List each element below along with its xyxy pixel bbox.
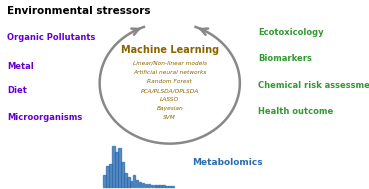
Bar <box>106 166 109 187</box>
Text: Biomarkers: Biomarkers <box>258 54 312 63</box>
Text: LASSO: LASSO <box>160 97 179 102</box>
Text: Diet: Diet <box>7 86 27 95</box>
Bar <box>154 185 156 187</box>
Bar <box>121 162 124 187</box>
Bar <box>112 146 115 187</box>
Bar <box>171 186 174 187</box>
Text: Artificial neural networks: Artificial neural networks <box>133 70 206 75</box>
Text: PCA/PLSDA/OPLSDA: PCA/PLSDA/OPLSDA <box>141 88 199 93</box>
Bar <box>109 164 112 187</box>
Bar <box>133 175 135 187</box>
Text: Metal: Metal <box>7 62 34 71</box>
Text: Health outcome: Health outcome <box>258 107 334 116</box>
Bar <box>145 184 147 187</box>
Bar <box>142 183 144 187</box>
Bar <box>127 177 130 187</box>
Bar <box>136 180 138 187</box>
Bar <box>148 184 150 187</box>
Text: Machine Learning: Machine Learning <box>121 45 219 55</box>
Bar <box>159 185 162 187</box>
Text: Linear/Non-linear models: Linear/Non-linear models <box>133 61 207 66</box>
Bar <box>118 148 121 187</box>
Bar <box>162 185 165 187</box>
Text: Organic Pollutants: Organic Pollutants <box>7 33 96 42</box>
Text: Ecotoxicology: Ecotoxicology <box>258 28 324 37</box>
Bar <box>130 181 132 187</box>
Text: SVM: SVM <box>163 115 176 120</box>
Text: Microorganisms: Microorganisms <box>7 113 83 122</box>
Text: Metabolomics: Metabolomics <box>192 158 262 167</box>
Bar <box>103 175 106 187</box>
Bar <box>124 173 127 187</box>
Text: Bayesian: Bayesian <box>156 106 183 111</box>
Bar <box>115 152 118 187</box>
Bar <box>151 185 153 187</box>
Text: Environmental stressors: Environmental stressors <box>7 6 151 16</box>
Text: Random Forest: Random Forest <box>147 79 192 84</box>
Bar <box>168 186 171 187</box>
Text: Chemical risk assessment: Chemical risk assessment <box>258 81 369 90</box>
Bar <box>139 182 141 187</box>
Bar <box>165 186 168 187</box>
Bar <box>156 185 159 187</box>
